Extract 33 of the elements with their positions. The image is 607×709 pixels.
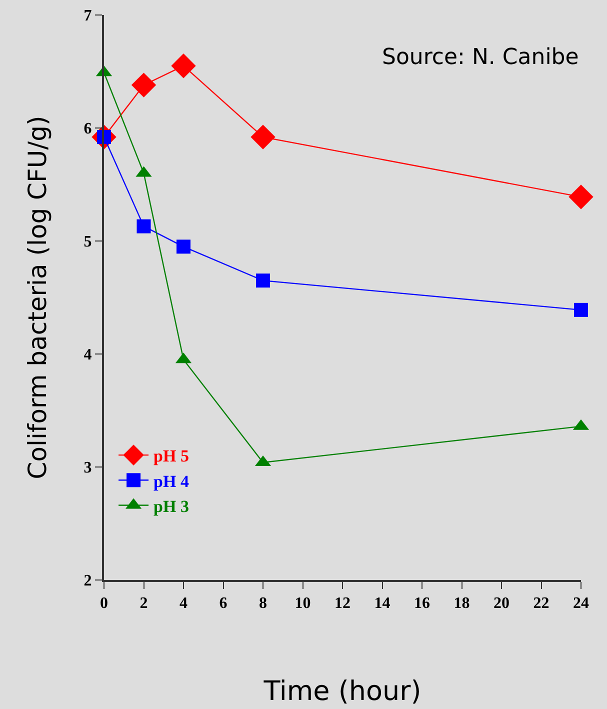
y-tick-label: 2 (84, 572, 92, 590)
y-axis-title: Coliform bacteria (log CFU/g) (23, 116, 52, 480)
y-tick-label: 5 (84, 234, 92, 251)
y-tick-label: 3 (84, 460, 92, 477)
x-tick-label: 8 (259, 595, 267, 612)
x-tick-label: 6 (219, 595, 228, 612)
point (171, 54, 196, 78)
point (131, 72, 156, 98)
annotation: Source: N. Canibe (382, 45, 579, 70)
x-tick-label: 22 (533, 595, 550, 612)
x-axis-title: Time (hour) (262, 676, 422, 708)
point (568, 184, 594, 210)
point (176, 240, 190, 254)
x-tick-label: 20 (494, 595, 510, 612)
y-tick-label: 4 (84, 346, 92, 364)
point (250, 124, 276, 150)
x-tick-label: 14 (374, 595, 390, 612)
x-tick-label: 4 (180, 595, 188, 612)
legend-label: pH 3 (154, 496, 189, 516)
y-tick-label: 7 (84, 8, 92, 25)
x-tick-label: 16 (414, 595, 430, 612)
x-tick-label: 24 (573, 595, 589, 612)
x-tick-label: 12 (334, 595, 350, 612)
legend-label: pH 4 (154, 472, 190, 491)
x-tick-label: 0 (100, 595, 108, 612)
legend-label: pH 5 (154, 446, 189, 466)
point (574, 302, 588, 317)
x-tick-label: 18 (454, 595, 470, 612)
y-tick-label: 6 (84, 120, 92, 138)
point (136, 219, 151, 234)
x-tick-label: 2 (140, 595, 148, 612)
x-tick-label: 10 (294, 595, 311, 612)
point (256, 274, 270, 288)
